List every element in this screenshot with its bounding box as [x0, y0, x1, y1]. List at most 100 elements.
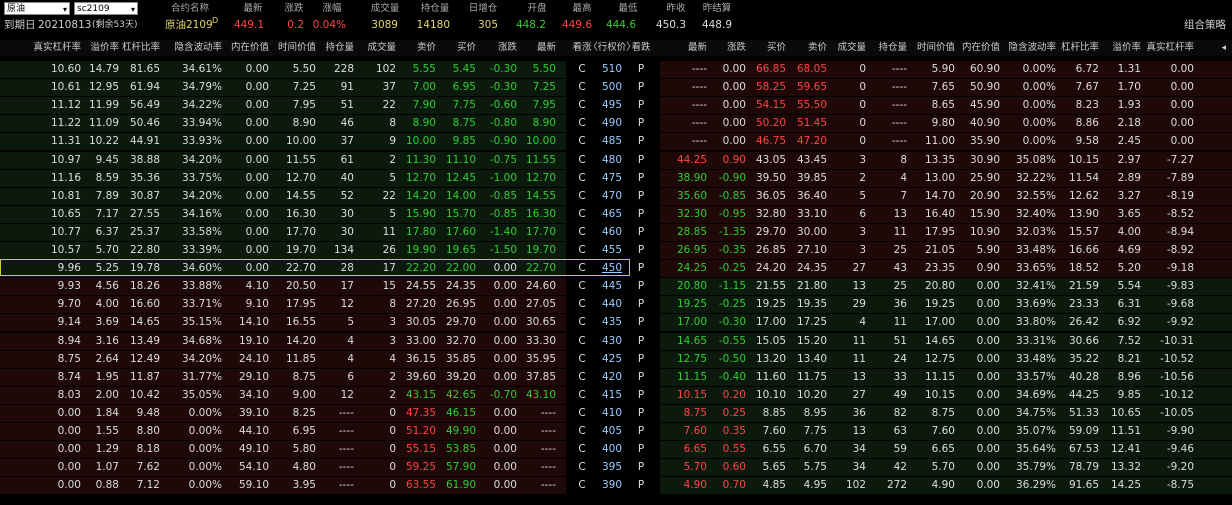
call-row-bg	[0, 477, 566, 495]
quote-cell: 67.53	[1068, 443, 1099, 456]
quote-cell: 7.12	[136, 479, 160, 492]
strike-cell: 455	[601, 244, 623, 256]
quote-cell: 29.70	[755, 225, 786, 238]
quote-cell: 0.20	[722, 388, 746, 401]
quote-cell: 6.92	[1117, 316, 1141, 329]
quote-cell: 40	[340, 171, 354, 184]
quote-cell: 63	[893, 425, 907, 437]
quote-cell: 6.65	[931, 443, 955, 456]
quote-cell: 24.20	[755, 262, 786, 275]
quote-cell: 29.10	[238, 370, 269, 383]
put-row-bg	[660, 187, 1232, 205]
quote-cell: 0.00	[1170, 63, 1194, 75]
quote-cell: 15.05	[755, 334, 786, 347]
quote-cell: 43.15	[405, 388, 436, 401]
quote-cell: 25	[893, 244, 907, 256]
quote-cell: 10.10	[755, 388, 786, 401]
quote-cell: 35.15%	[181, 316, 222, 329]
quote-cell: 6	[347, 370, 354, 383]
quote-cell: 33.71%	[181, 298, 222, 311]
quote-cell: -0.25	[718, 298, 746, 311]
quote-cell: 22.80	[129, 244, 160, 256]
quote-cell: ----	[338, 425, 354, 437]
quote-cell: 9.45	[95, 153, 119, 166]
quote-cell: ----	[338, 443, 354, 456]
quote-cell: -1.00	[489, 171, 517, 184]
quote-cell: 33.48%	[1015, 244, 1056, 256]
quote-cell: 12.49	[129, 352, 160, 365]
strike-cell: C	[578, 99, 586, 112]
header-value: 305	[477, 19, 498, 31]
quote-cell: 4.56	[95, 280, 119, 293]
quote-cell: 11.15	[676, 370, 707, 383]
call-row-bg	[0, 296, 566, 314]
header-value: 3089	[371, 19, 398, 31]
quote-cell: 0.00	[1170, 81, 1194, 94]
quote-cell: -0.35	[718, 244, 746, 256]
quote-cell: 17.70	[285, 225, 316, 238]
put-row-bg	[660, 278, 1232, 296]
column-header: 杠杆比率	[121, 42, 160, 53]
quote-cell: 0.00	[493, 443, 517, 456]
quote-cell: 35.95	[525, 352, 556, 365]
quote-cell: 12.41	[1110, 443, 1141, 456]
header-label: 最高	[572, 3, 592, 14]
quote-cell: 6.31	[1117, 298, 1141, 311]
put-row-bg	[660, 386, 1232, 404]
quote-cell: 15.90	[405, 207, 436, 220]
quote-cell: 21.59	[1068, 280, 1099, 293]
quote-cell: 49.90	[445, 425, 476, 437]
quote-cell: 39.10	[238, 406, 269, 419]
quote-cell: 10.90	[969, 225, 1000, 238]
commodity-select[interactable]: 原油	[4, 2, 70, 16]
quote-cell: 24.35	[796, 262, 827, 275]
quote-cell: 0.00	[57, 443, 81, 456]
strike-cell: C	[578, 334, 586, 347]
quote-cell: 0.00	[493, 316, 517, 329]
quote-cell: 56.49	[129, 99, 160, 112]
call-row-bg	[0, 459, 566, 477]
quote-cell: 44.10	[238, 425, 269, 437]
quote-cell: ----	[540, 406, 556, 419]
strike-cell: 470	[601, 189, 623, 202]
quote-cell: 11.31	[50, 135, 81, 148]
quote-cell: 0.00	[245, 171, 269, 184]
quote-cell: 22.20	[405, 262, 436, 275]
strike-cell: P	[637, 262, 645, 275]
quote-cell: 0.00%	[1022, 81, 1056, 94]
quote-cell: 0.00	[722, 135, 746, 148]
quote-cell: 0.88	[95, 479, 119, 492]
quote-cell: 43.10	[525, 388, 556, 401]
quote-cell: 33.65%	[1015, 262, 1056, 275]
quote-cell: 2.45	[1117, 135, 1141, 148]
contract-select[interactable]: sc2109	[74, 2, 138, 16]
quote-cell: 30.00	[796, 225, 827, 238]
strategy-button[interactable]: 组合策略	[1184, 19, 1226, 31]
quote-cell: 34.60%	[181, 262, 222, 275]
strike-cell: C	[578, 81, 586, 94]
quote-cell: 5.80	[292, 443, 316, 456]
quote-cell: 11.85	[285, 352, 316, 365]
quote-cell: 16.30	[285, 207, 316, 220]
quote-cell: 11.00	[924, 135, 955, 148]
put-row-bg	[660, 296, 1232, 314]
quote-cell: 10.65	[1110, 406, 1141, 419]
quote-cell: 33.69%	[1015, 298, 1056, 311]
quote-cell: 13.20	[755, 352, 786, 365]
quote-cell: 8.95	[803, 406, 827, 419]
quote-cell: 9.14	[57, 316, 81, 329]
quote-cell: 33.93%	[181, 135, 222, 148]
quote-cell: 35.05%	[181, 388, 222, 401]
column-header: 看涨	[572, 42, 592, 53]
call-row-bg	[0, 133, 566, 151]
call-row-bg	[0, 404, 566, 422]
quote-cell: 7.17	[95, 207, 119, 220]
quote-cell: 0.00	[976, 443, 1000, 456]
quote-cell: 17.95	[285, 298, 316, 311]
quote-cell: 5.90	[931, 63, 955, 75]
quote-cell: 19.10	[238, 334, 269, 347]
quote-cell: 59.09	[1068, 425, 1099, 437]
quote-cell: 24.10	[238, 352, 269, 365]
put-row-bg	[660, 97, 1232, 115]
quote-cell: 33.75%	[181, 171, 222, 184]
